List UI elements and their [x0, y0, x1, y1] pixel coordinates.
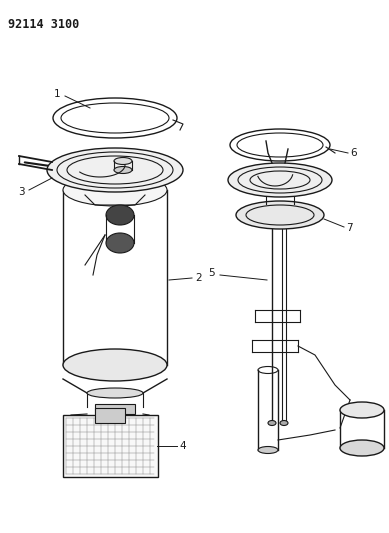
Ellipse shape [268, 421, 276, 425]
Bar [95, 408, 125, 423]
Ellipse shape [258, 447, 278, 454]
Bar [63, 415, 158, 477]
Text: 4: 4 [179, 441, 186, 451]
Text: 3: 3 [18, 187, 25, 197]
Ellipse shape [236, 201, 324, 229]
Text: 5: 5 [209, 268, 215, 278]
Ellipse shape [340, 402, 384, 418]
Ellipse shape [280, 421, 288, 425]
Ellipse shape [106, 205, 134, 225]
Bar [95, 404, 135, 414]
Text: 92114 3100: 92114 3100 [8, 18, 79, 31]
Ellipse shape [47, 148, 183, 192]
Text: 6: 6 [350, 148, 357, 158]
Ellipse shape [106, 233, 134, 253]
Ellipse shape [87, 388, 143, 398]
Ellipse shape [114, 157, 132, 165]
Ellipse shape [63, 349, 167, 381]
Ellipse shape [228, 163, 332, 197]
Ellipse shape [114, 166, 132, 174]
Ellipse shape [340, 440, 384, 456]
Text: 1: 1 [53, 89, 60, 99]
Text: 7: 7 [346, 223, 352, 233]
Ellipse shape [63, 174, 167, 206]
Text: 2: 2 [195, 273, 202, 283]
